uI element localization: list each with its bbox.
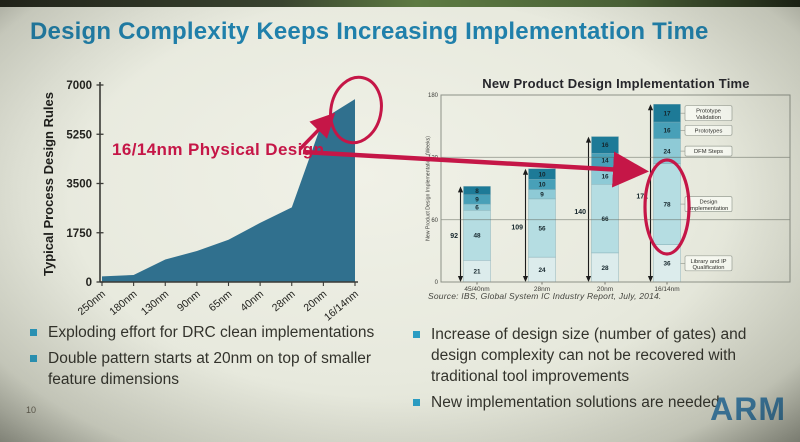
segment-value: 21 — [473, 268, 481, 275]
area-series — [102, 99, 355, 282]
y-tick-label: 60 — [431, 218, 438, 224]
implementation-time-stacked-bar-chart: 21486989245/40nm24569101010928nm28661614… — [426, 93, 791, 293]
arrow-head-top — [647, 104, 654, 111]
bullet-square-icon — [413, 399, 420, 406]
legend-label: Library and IP — [690, 259, 726, 265]
segment-value: 9 — [540, 192, 544, 199]
bullet-item: Increase of design size (number of gates… — [413, 324, 775, 387]
arrow-head-top — [522, 168, 529, 175]
segment-value: 17 — [663, 111, 671, 118]
x-tick-label: 130nm — [139, 288, 172, 318]
x-tick-label: 45/40nm — [464, 286, 489, 293]
segment-value: 10 — [538, 171, 546, 178]
bullet-square-icon — [30, 355, 37, 362]
y-axis-title: New Product Design Implementation (Weeks… — [426, 136, 432, 241]
x-tick-label: 16/14nm — [654, 286, 679, 293]
arrow-head-bottom — [585, 276, 592, 282]
bar-total: 109 — [511, 225, 523, 232]
bar-segment — [528, 198, 556, 258]
segment-value: 8 — [475, 188, 479, 195]
annotation-label: 16/14nm Physical Design — [112, 140, 325, 159]
bullet-square-icon — [30, 329, 37, 336]
legend-label: Prototype — [696, 109, 721, 115]
page-number: 10 — [26, 405, 37, 415]
source-note: Source: IBS, Global System IC Industry R… — [428, 291, 662, 301]
y-tick-label: 1750 — [66, 228, 92, 240]
legend-label: Validation — [696, 115, 721, 121]
y-axis-title: Typical Process Design Rules — [41, 92, 56, 276]
segment-value: 28 — [601, 265, 609, 272]
bullet-square-icon — [413, 331, 420, 338]
slide-title: Design Complexity Keeps Increasing Imple… — [30, 18, 709, 45]
segment-value: 14 — [601, 158, 609, 165]
bar-segment — [591, 252, 619, 283]
legend-label: Prototypes — [695, 128, 723, 134]
segment-value: 48 — [473, 233, 481, 240]
photo-top-edge — [0, 0, 800, 7]
legend-label: Implementation — [689, 206, 729, 212]
y-tick-label: 180 — [428, 93, 439, 99]
arm-logo: ARM — [710, 391, 786, 427]
segment-value: 56 — [538, 225, 546, 232]
segment-value: 16 — [663, 128, 671, 135]
bullet-list-right: Increase of design size (number of gates… — [413, 324, 775, 418]
legend-label: Qualification — [693, 265, 725, 271]
arrow-head-bottom — [522, 276, 529, 282]
x-tick-label: 90nm — [175, 288, 203, 314]
x-tick-label: 250nm — [76, 288, 109, 318]
y-tick-label: 5250 — [66, 129, 92, 141]
bar-segment — [591, 184, 619, 254]
legend-box — [684, 255, 733, 272]
segment-value: 24 — [663, 148, 671, 155]
bullet-text: Double pattern starts at 20nm on top of … — [48, 350, 372, 388]
bar-total: 92 — [450, 233, 458, 240]
legend-box — [684, 145, 733, 157]
segment-value: 16 — [601, 173, 609, 180]
bar-segment — [528, 256, 556, 283]
y-tick-label: 7000 — [66, 80, 92, 92]
bar-total: 171 — [636, 194, 648, 201]
bullet-item: Exploding effort for DRC clean implement… — [30, 322, 392, 343]
x-tick-label: 65nm — [207, 288, 235, 314]
legend-box — [684, 105, 733, 122]
x-tick-label: 40nm — [238, 288, 266, 314]
bullet-text: Exploding effort for DRC clean implement… — [48, 324, 375, 341]
x-tick-label: 180nm — [107, 288, 140, 318]
x-tick-label: 28nm — [270, 288, 298, 314]
bar-segment — [463, 186, 491, 195]
legend-label: Design — [699, 200, 717, 206]
arrow-head-top — [457, 186, 464, 193]
segment-value: 6 — [475, 205, 479, 212]
x-tick-label: 28nm — [534, 286, 550, 293]
bullet-text: Increase of design size (number of gates… — [431, 326, 747, 385]
arrow-head-top — [585, 136, 592, 143]
segment-value: 36 — [663, 261, 671, 268]
bullet-text: New implementation solutions are needed — [431, 394, 720, 411]
arrow-head-bottom — [647, 276, 654, 282]
segment-value: 24 — [538, 267, 546, 274]
segment-value: 78 — [663, 201, 671, 208]
segment-value: 9 — [475, 197, 479, 204]
legend-label: DFM Steps — [694, 149, 723, 155]
right-chart-title: New Product Design Implementation Time — [482, 76, 750, 91]
arrow-head-bottom — [457, 276, 464, 282]
y-tick-label: 0 — [435, 280, 439, 286]
bar-total: 140 — [574, 209, 586, 216]
bullet-item: Double pattern starts at 20nm on top of … — [30, 348, 392, 390]
bullet-item: New implementation solutions are needed — [413, 392, 775, 413]
x-tick-label: 16/14nm — [322, 288, 361, 322]
segment-value: 10 — [538, 182, 546, 189]
process-design-rules-area-chart: 0 1750 3500 5250 7000 250nm 180nm 130nm 90nm 65nm… — [41, 80, 361, 322]
legend-box — [684, 124, 733, 136]
y-tick-label: 0 — [86, 277, 92, 289]
bullet-list-left: Exploding effort for DRC clean implement… — [30, 322, 392, 395]
segment-value: 16 — [601, 142, 609, 149]
x-tick-label: 20nm — [301, 288, 329, 314]
x-tick-label: 20nm — [597, 286, 613, 293]
y-tick-label: 3500 — [66, 179, 92, 191]
